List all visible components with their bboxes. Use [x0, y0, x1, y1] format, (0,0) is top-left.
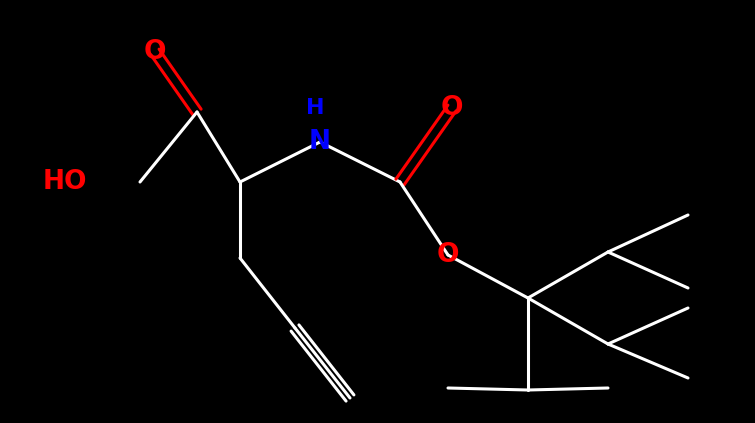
Text: O: O: [436, 242, 459, 268]
Text: O: O: [441, 95, 464, 121]
Text: H: H: [306, 98, 324, 118]
Text: O: O: [143, 39, 166, 65]
Text: HO: HO: [43, 169, 88, 195]
Text: N: N: [309, 129, 331, 155]
